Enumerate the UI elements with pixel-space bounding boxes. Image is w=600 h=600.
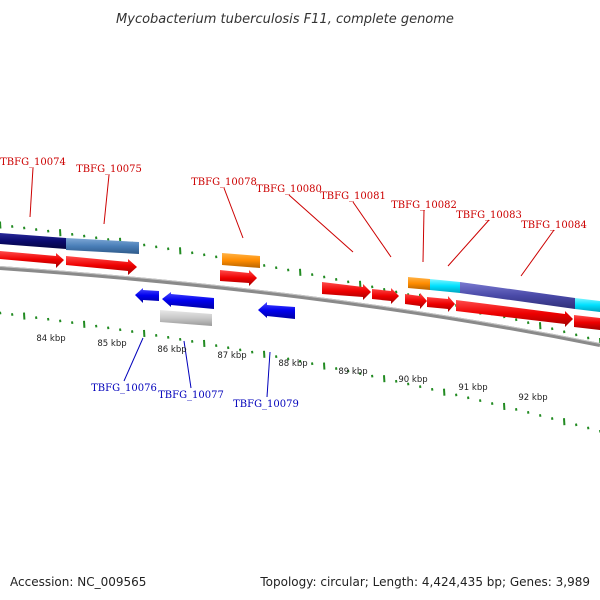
gene-label[interactable]: TBFG_10078 (191, 177, 257, 188)
gene-label[interactable]: TBFG_10076 (91, 383, 157, 394)
forward-arrow[interactable] (456, 300, 573, 327)
gene-label[interactable]: TBFG_10079 (233, 399, 299, 410)
forward-arrow[interactable] (322, 282, 371, 300)
gene-label[interactable]: TBFG_10080 (256, 184, 322, 195)
kbp-scale-labels: 84 kbp 85 kbp 86 kbp 87 kbp 88 kbp 89 kb… (36, 334, 547, 403)
gene-bar-cyan-end[interactable] (575, 298, 600, 312)
gene-bar-tbfg-10077[interactable] (160, 310, 212, 326)
leader-line (288, 194, 354, 253)
kbp-label: 91 kbp (458, 383, 487, 393)
genome-summary-text: Topology: circular; Length: 4,424,435 bp… (259, 575, 590, 589)
forward-arrow[interactable] (0, 251, 64, 268)
leader-line (29, 167, 34, 218)
leader-line (223, 187, 244, 239)
outer-feature-track (0, 233, 600, 312)
kbp-label: 88 kbp (278, 359, 307, 369)
gene-bar-tbfg-10082[interactable] (408, 277, 430, 290)
gene-label[interactable]: TBFG_10081 (320, 191, 386, 202)
gene-bar-tbfg-10075[interactable] (66, 238, 139, 254)
gene-bar-tbfg-10083[interactable] (430, 279, 460, 293)
gene-bar-tbfg-10074[interactable] (0, 233, 66, 249)
kbp-label: 86 kbp (157, 345, 186, 355)
gene-label[interactable]: TBFG_10083 (456, 210, 522, 221)
forward-arrow[interactable] (405, 293, 427, 309)
reverse-arrow[interactable] (135, 288, 159, 303)
genome-backbone-highlight (0, 266, 600, 344)
reverse-arrow[interactable] (162, 292, 214, 309)
forward-arrow[interactable] (574, 315, 600, 330)
leader-line (422, 209, 425, 263)
forward-gene-labels: TBFG_10074 TBFG_10075 TBFG_10078 TBFG_10… (0, 157, 587, 231)
forward-arrow[interactable] (220, 270, 257, 286)
gene-bar-tbfg-10084[interactable] (460, 282, 575, 309)
forward-arrow[interactable] (427, 296, 455, 312)
gene-bar-tbfg-10078[interactable] (222, 253, 260, 268)
reverse-gene-labels: TBFG_10076 TBFG_10077 TBFG_10079 (91, 383, 299, 410)
genome-backbone (0, 266, 600, 347)
kbp-label: 84 kbp (36, 334, 65, 344)
reverse-gene-track (135, 288, 295, 326)
kbp-label: 89 kbp (338, 367, 367, 377)
inner-tick-ring (0, 311, 600, 433)
gene-label[interactable]: TBFG_10074 (0, 157, 66, 168)
leader-lines (29, 167, 555, 398)
gene-label[interactable]: TBFG_10082 (391, 200, 457, 211)
leader-line (266, 351, 271, 398)
leader-line (447, 219, 490, 267)
kbp-label: 85 kbp (97, 339, 126, 349)
map-title: Mycobacterium tuberculosis F11, complete… (116, 12, 454, 27)
kbp-label: 90 kbp (398, 375, 427, 385)
leader-line (183, 340, 192, 389)
forward-gene-track (0, 251, 600, 330)
reverse-arrow[interactable] (258, 302, 295, 319)
accession-text: Accession: NC_009565 (10, 575, 146, 589)
kbp-label: 87 kbp (217, 351, 246, 361)
forward-arrow[interactable] (372, 288, 399, 304)
gene-label[interactable]: TBFG_10084 (521, 220, 587, 231)
leader-line (123, 337, 144, 382)
gene-label[interactable]: TBFG_10077 (158, 390, 224, 401)
kbp-label: 92 kbp (518, 393, 547, 403)
leader-line (103, 174, 110, 225)
gene-label[interactable]: TBFG_10075 (76, 164, 142, 175)
leader-line (352, 201, 392, 258)
forward-arrow[interactable] (66, 256, 137, 275)
leader-line (520, 229, 555, 277)
